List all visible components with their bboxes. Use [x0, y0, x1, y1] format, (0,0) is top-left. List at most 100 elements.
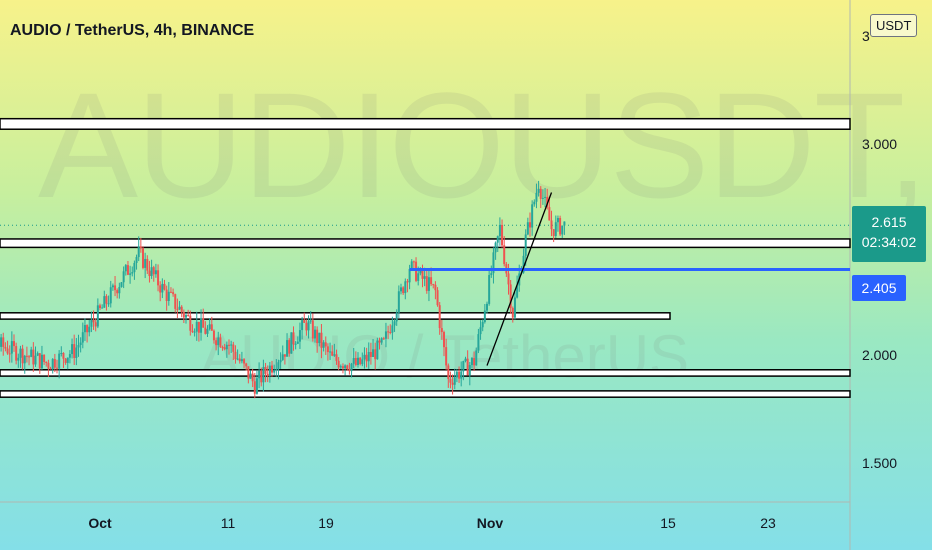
candle-body — [303, 320, 306, 323]
candle-body — [105, 296, 108, 304]
candle-body — [498, 224, 501, 237]
candle-body — [157, 270, 160, 286]
candle-body — [208, 324, 211, 330]
candle-body — [245, 363, 248, 367]
candle-body — [479, 327, 482, 335]
currency-button[interactable]: USDT — [870, 14, 918, 37]
candle-body — [511, 308, 514, 318]
candle-body — [389, 331, 392, 333]
candle-body — [176, 308, 179, 310]
candle-body — [228, 344, 230, 346]
candle-body — [324, 342, 327, 347]
candle-body — [56, 367, 58, 369]
candle-body — [172, 292, 175, 295]
candle-body — [320, 332, 323, 348]
candle-body — [139, 246, 142, 249]
candle-body — [148, 270, 151, 277]
candle-body — [443, 332, 445, 348]
candle-body — [0, 337, 3, 347]
candle-body — [288, 340, 291, 354]
candle-body — [101, 307, 104, 309]
candle-body — [268, 365, 271, 377]
candle-body — [393, 321, 396, 326]
bar-countdown-label: 02:34:02 — [861, 234, 917, 250]
candle-body — [402, 287, 405, 294]
candle-body — [182, 312, 185, 318]
candle-body — [262, 366, 265, 383]
candle-body — [73, 344, 76, 358]
candle-body — [524, 234, 527, 256]
candle-body — [223, 347, 226, 350]
candle-body — [563, 221, 566, 226]
candle-body — [552, 229, 555, 236]
candle-body — [129, 273, 132, 275]
candle-body — [273, 370, 276, 373]
ascending-trendline — [486, 192, 553, 366]
candle-body — [290, 332, 293, 354]
candle-body — [25, 355, 28, 357]
candle-body — [309, 320, 312, 322]
candle-body — [357, 357, 359, 365]
candle-body — [453, 377, 456, 385]
candle-body — [152, 267, 155, 275]
candle-body — [150, 267, 153, 277]
candle-body — [17, 357, 20, 361]
candle-body — [255, 378, 258, 394]
candle-body — [559, 218, 562, 235]
candle-body — [363, 354, 366, 360]
candle-body — [240, 359, 243, 362]
candle-body — [96, 305, 99, 327]
candle-body — [425, 276, 428, 291]
candle-body — [361, 359, 364, 365]
candle-body — [311, 320, 314, 339]
candle-body — [406, 281, 409, 283]
candle-body — [544, 196, 547, 198]
candle-body — [30, 349, 33, 357]
candle-body — [144, 258, 147, 268]
candle-body — [178, 306, 181, 310]
candle-body — [8, 353, 11, 355]
candle-body — [225, 344, 228, 350]
candle-body — [234, 351, 237, 360]
candle-body — [68, 354, 71, 358]
candle-body — [81, 332, 84, 343]
candle-body — [294, 343, 297, 345]
candle-body — [496, 236, 499, 243]
candle-body — [556, 218, 559, 223]
candle-body — [193, 331, 196, 333]
y-tick-label: 3.000 — [862, 136, 898, 152]
candle-body — [494, 242, 497, 253]
candle-body — [75, 347, 78, 358]
candle-body — [118, 286, 121, 294]
candle-body — [475, 350, 478, 366]
candle-body — [142, 248, 144, 268]
candle-body — [483, 310, 486, 323]
candle-body — [541, 197, 544, 199]
candle-body — [283, 354, 286, 357]
candle-body — [350, 363, 353, 372]
candle-body — [124, 265, 127, 272]
candle-body — [23, 355, 26, 364]
candle-body — [187, 314, 190, 316]
candle-body — [264, 366, 267, 374]
candle-body — [339, 366, 342, 368]
candle-body — [432, 284, 435, 286]
candle-body — [88, 326, 91, 333]
candle-body — [486, 303, 488, 311]
candle-body — [185, 314, 187, 318]
candle-body — [410, 261, 413, 270]
candle-body — [326, 346, 329, 353]
candle-body — [62, 352, 65, 359]
candle-body — [251, 373, 254, 382]
candle-body — [348, 369, 351, 372]
candle-body — [66, 357, 69, 363]
candle-body — [466, 358, 469, 376]
candle-body — [296, 341, 299, 344]
candle-body — [298, 330, 301, 342]
candle-body — [507, 273, 510, 285]
candle-body — [71, 344, 74, 355]
candle-body — [103, 296, 106, 308]
candle-body — [526, 222, 529, 235]
candle-body — [440, 328, 443, 333]
